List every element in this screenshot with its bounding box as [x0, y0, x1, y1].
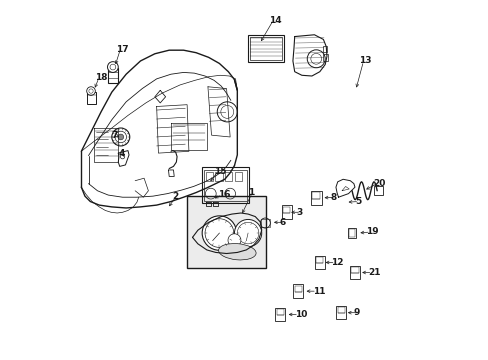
Text: 4: 4: [118, 149, 124, 158]
Bar: [261, 220, 269, 226]
Text: 16: 16: [217, 190, 230, 199]
Text: 9: 9: [353, 308, 360, 317]
Bar: [86, 92, 96, 104]
Bar: [204, 170, 246, 201]
Circle shape: [107, 62, 118, 72]
Text: 11: 11: [312, 287, 325, 296]
Text: 3: 3: [296, 208, 303, 217]
Bar: [187, 196, 265, 268]
Text: 2: 2: [172, 192, 178, 201]
Bar: [316, 257, 323, 263]
Bar: [314, 256, 324, 269]
Bar: [337, 307, 344, 314]
Text: 1: 1: [247, 188, 254, 197]
Bar: [373, 186, 383, 195]
Bar: [310, 191, 321, 205]
Text: 19: 19: [366, 228, 378, 237]
Text: 20: 20: [372, 179, 385, 188]
Bar: [107, 68, 118, 83]
Text: 18: 18: [94, 73, 107, 82]
Ellipse shape: [218, 243, 256, 260]
Circle shape: [86, 87, 95, 95]
Text: 5: 5: [354, 197, 361, 206]
Bar: [349, 266, 359, 279]
Circle shape: [227, 234, 241, 247]
Text: 15: 15: [214, 167, 226, 176]
Bar: [249, 37, 282, 60]
Bar: [351, 267, 358, 273]
Text: 17: 17: [116, 45, 128, 54]
Text: 6: 6: [279, 218, 285, 227]
Text: 8: 8: [330, 193, 336, 202]
Bar: [275, 308, 285, 321]
Text: 7: 7: [112, 131, 118, 140]
Bar: [323, 54, 327, 61]
Bar: [348, 229, 354, 237]
Bar: [336, 306, 346, 319]
Bar: [323, 45, 326, 52]
Bar: [234, 172, 242, 181]
Circle shape: [202, 216, 236, 250]
Bar: [215, 172, 222, 181]
Text: 13: 13: [359, 57, 371, 66]
Bar: [202, 167, 248, 203]
Bar: [312, 192, 320, 199]
Bar: [224, 172, 232, 181]
Bar: [283, 207, 290, 213]
Text: 21: 21: [367, 268, 380, 277]
Bar: [247, 35, 284, 62]
Text: 12: 12: [330, 258, 343, 267]
Bar: [281, 206, 291, 219]
Circle shape: [112, 128, 129, 146]
Text: 10: 10: [294, 310, 306, 319]
Bar: [276, 309, 284, 315]
Bar: [347, 228, 355, 238]
Bar: [293, 284, 303, 298]
Bar: [205, 172, 212, 181]
Circle shape: [118, 134, 123, 140]
Text: 14: 14: [268, 16, 281, 25]
Bar: [294, 286, 301, 292]
Circle shape: [234, 220, 261, 247]
